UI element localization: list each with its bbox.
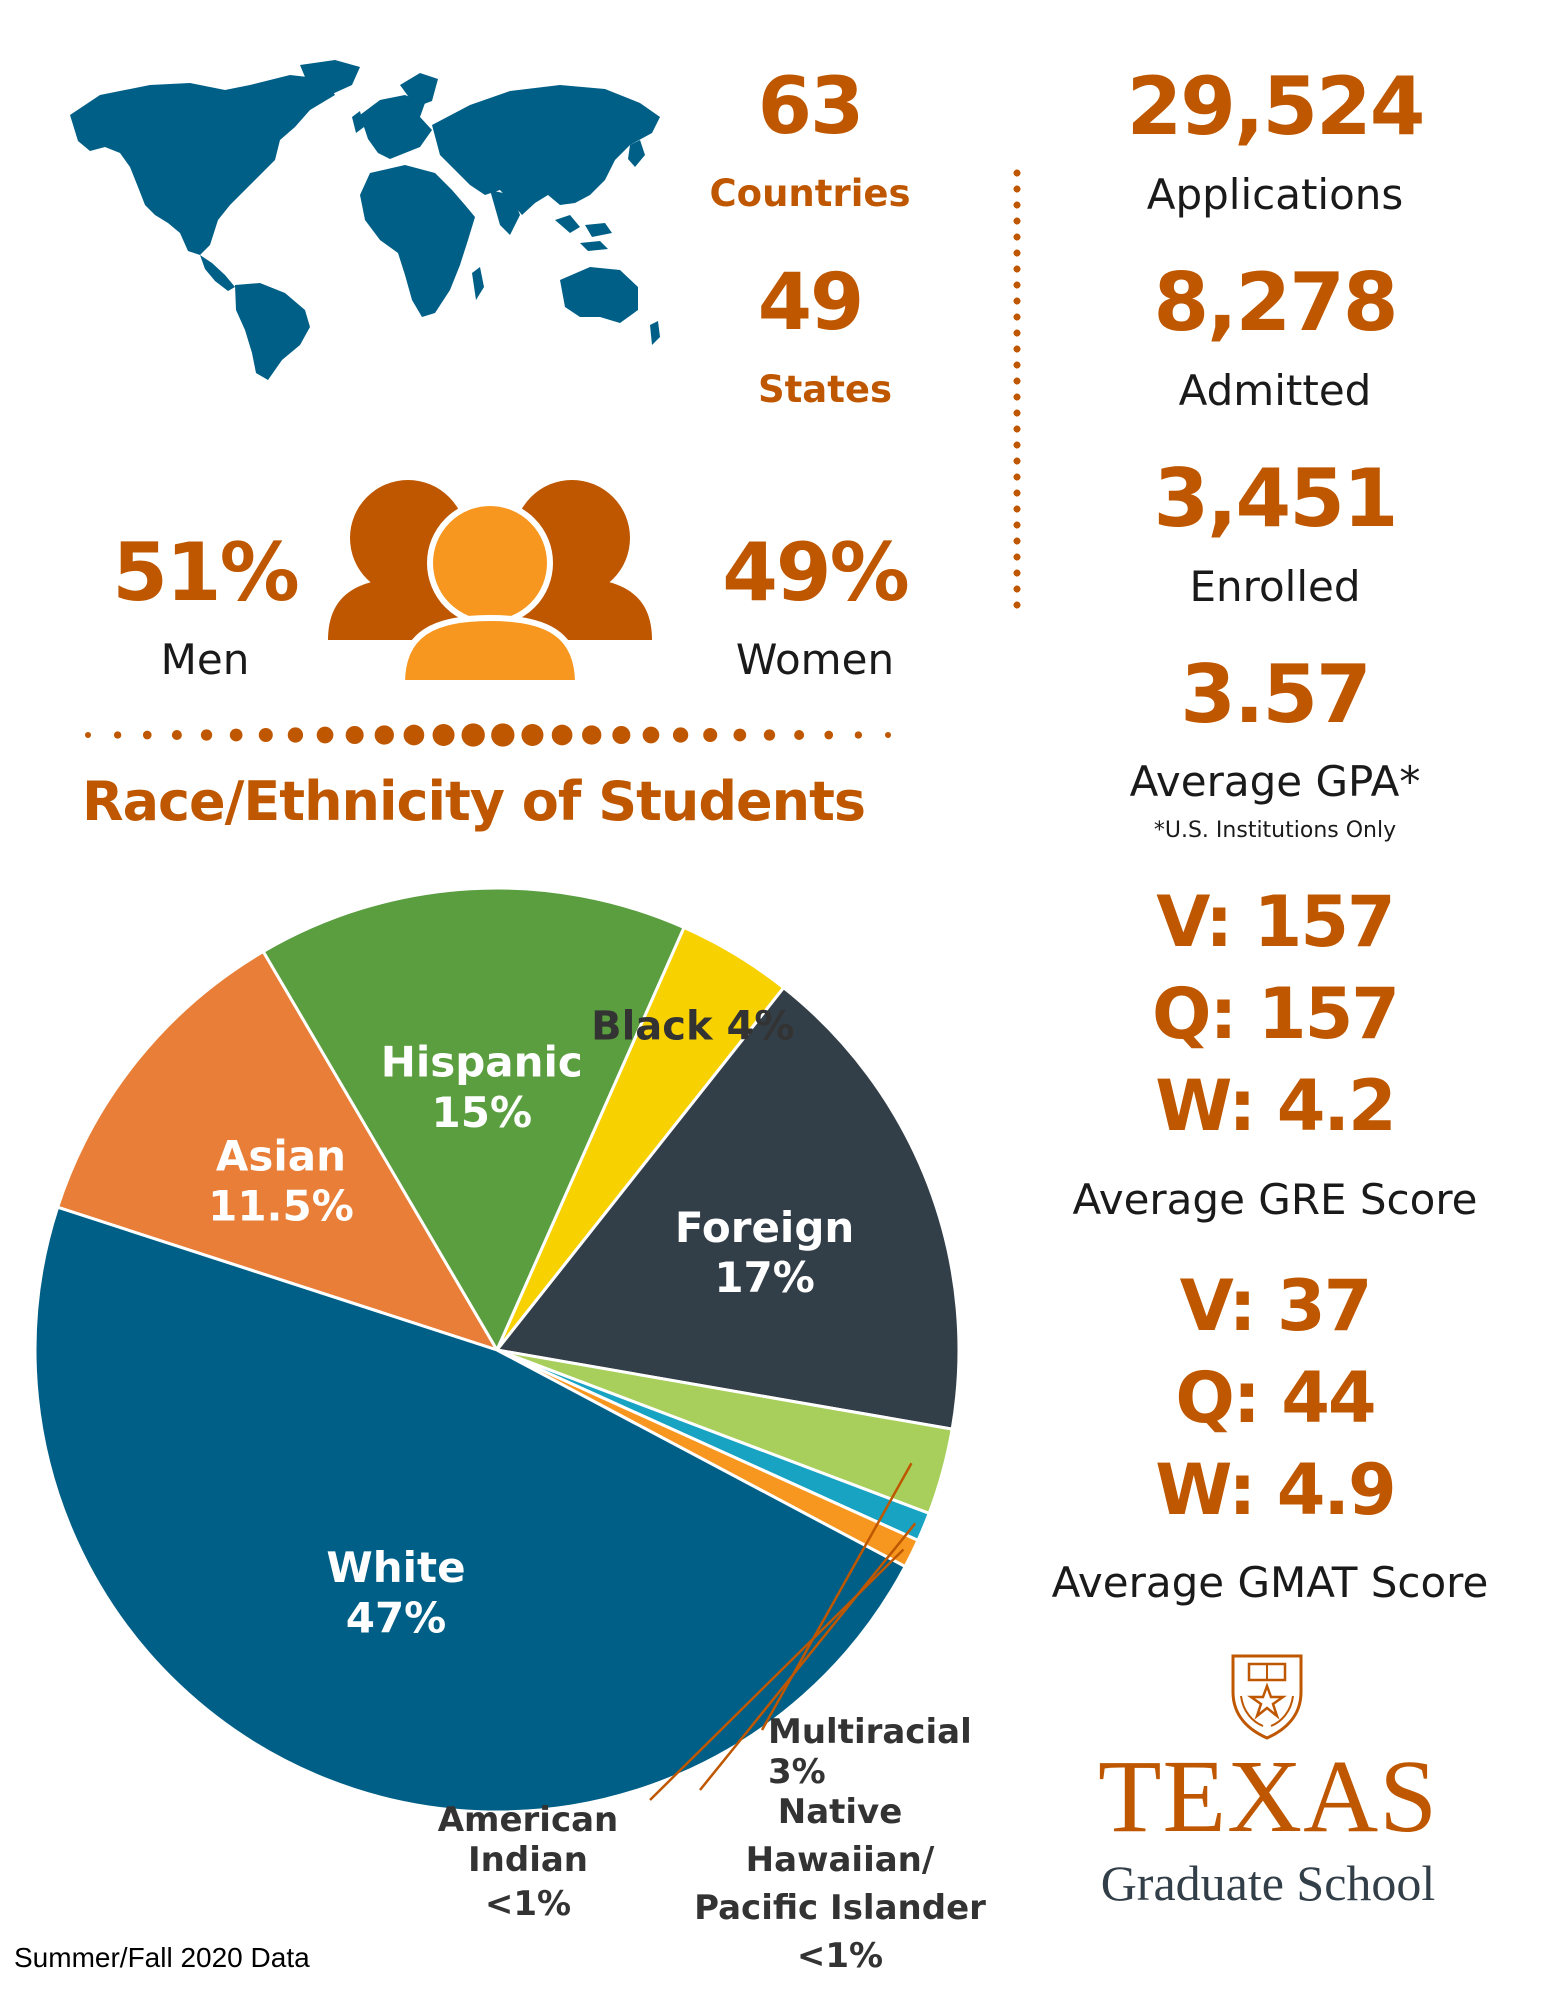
slice-name: Asian (216, 1131, 346, 1180)
divider-dot (258, 728, 273, 742)
pie-slice-white (33, 1205, 908, 1814)
divider-dot (824, 730, 834, 740)
american-indian-name: American Indian (437, 1800, 619, 1880)
slice-label-black: Black 4% (591, 1004, 794, 1050)
pie-slice-asian (55, 949, 501, 1353)
countries-value: 63 (757, 62, 865, 152)
chart-title: Race/Ethnicity of Students (82, 770, 866, 833)
gpa-note: *U.S. Institutions Only (1153, 818, 1397, 843)
slice-value: 11.5% (208, 1182, 354, 1231)
admitted-label: Admitted (1178, 366, 1372, 415)
applications-value: 29,524 (1126, 60, 1426, 153)
gmat-verbal: V: 37 (1179, 1265, 1373, 1347)
vertical-dotted-divider (1013, 165, 1021, 617)
men-value: 51% (112, 526, 299, 619)
divider-dot (885, 732, 891, 738)
logo-subtitle: Graduate School (1100, 1855, 1436, 1911)
gre-writing: W: 4.2 (1155, 1065, 1396, 1147)
multiracial-label: Multiracial 3% (768, 1712, 1028, 1792)
leader-line (699, 1522, 917, 1791)
slice-name: White (326, 1543, 465, 1592)
gmat-quant: Q: 44 (1175, 1357, 1376, 1439)
divider-dot (612, 726, 631, 744)
horizontal-dotted-divider (85, 723, 891, 747)
enrolled-value: 3,451 (1153, 452, 1398, 545)
divider-dot (171, 730, 182, 740)
leader-line (760, 1462, 913, 1731)
gpa-value: 3.57 (1180, 648, 1371, 741)
native-hawaiian-name: Native Hawaiian/ Pacific Islander (694, 1792, 986, 1928)
slice-name: Foreign (675, 1203, 854, 1252)
slice-name: Hispanic (381, 1037, 583, 1086)
slice-label-hispanic: Hispanic 15% (381, 1037, 583, 1136)
divider-dot (551, 724, 573, 746)
slice-label-white: White 47% (326, 1543, 465, 1642)
gre-verbal: V: 157 (1156, 881, 1396, 963)
divider-dot (763, 729, 776, 741)
divider-dot (854, 731, 863, 739)
native-hawaiian-label: Native Hawaiian/ Pacific Islander <1% (690, 1788, 990, 1980)
world-map-icon (70, 60, 660, 380)
gpa-label: Average GPA* (1129, 757, 1421, 806)
logo-title: TEXAS (1097, 1739, 1439, 1854)
divider-dot (200, 729, 213, 741)
divider-dot (113, 731, 122, 739)
native-hawaiian-value: <1% (796, 1936, 884, 1976)
pie-slice-foreign (494, 985, 961, 1431)
gre-quant: Q: 157 (1152, 973, 1400, 1055)
pie-slice-hispanic (261, 886, 687, 1354)
divider-dot (142, 730, 152, 740)
university-seal-icon (1231, 1654, 1303, 1740)
slice-label-foreign: Foreign 17% (675, 1203, 854, 1302)
slice-value: 47% (346, 1594, 447, 1643)
divider-dot (703, 728, 718, 742)
multiracial-value: 3% (768, 1752, 826, 1792)
gre-label: Average GRE Score (1072, 1175, 1478, 1224)
divider-dot (672, 727, 689, 743)
divider-dot (642, 726, 660, 744)
american-indian-value: <1% (484, 1884, 572, 1924)
divider-dot (794, 730, 805, 740)
divider-dot (733, 728, 747, 742)
applications-label: Applications (1146, 170, 1404, 219)
divider-dot (521, 724, 544, 746)
divider-dot (491, 723, 515, 747)
american-indian-label: American Indian <1% (378, 1800, 678, 1924)
divider-dot (316, 726, 334, 744)
divider-dot (461, 723, 485, 747)
divider-dot (287, 727, 304, 743)
footer-note: Summer/Fall 2020 Data (14, 1942, 310, 1973)
divider-dot (432, 724, 455, 746)
women-value: 49% (722, 526, 909, 619)
divider-dot (582, 725, 602, 745)
admitted-value: 8,278 (1153, 256, 1398, 349)
states-label: States (757, 368, 893, 411)
divider-dot (345, 726, 364, 744)
pie-chart: Asian 11.5% Hispanic 15% Foreign 17% White 47% B… (33, 886, 961, 1814)
women-label: Women (735, 635, 895, 684)
divider-dot (85, 732, 91, 738)
states-value: 49 (757, 258, 865, 348)
gmat-label: Average GMAT Score (1051, 1558, 1489, 1607)
slice-label-asian: Asian 11.5% (208, 1131, 354, 1230)
enrolled-label: Enrolled (1189, 562, 1361, 611)
countries-label: Countries (709, 172, 911, 215)
gmat-writing: W: 4.9 (1155, 1449, 1396, 1531)
divider-dot (229, 728, 243, 742)
slice-value: 17% (714, 1253, 815, 1302)
multiracial-name: Multiracial (768, 1712, 972, 1752)
divider-dot (403, 724, 425, 746)
slice-value: 15% (432, 1088, 533, 1137)
men-label: Men (160, 635, 250, 684)
leader-line (649, 1548, 905, 1801)
divider-dot (374, 725, 394, 745)
people-group-icon (328, 480, 652, 686)
